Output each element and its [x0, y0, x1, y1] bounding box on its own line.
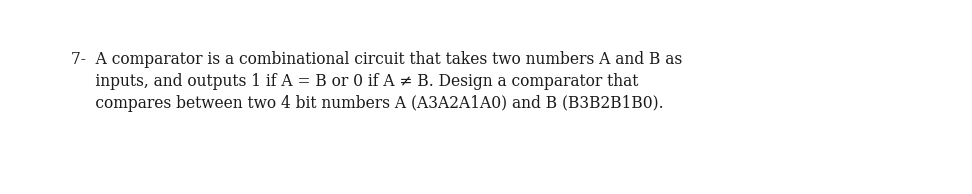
Text: 7-  A comparator is a combinational circuit that takes two numbers A and B as
  : 7- A comparator is a combinational circu… — [71, 51, 682, 112]
